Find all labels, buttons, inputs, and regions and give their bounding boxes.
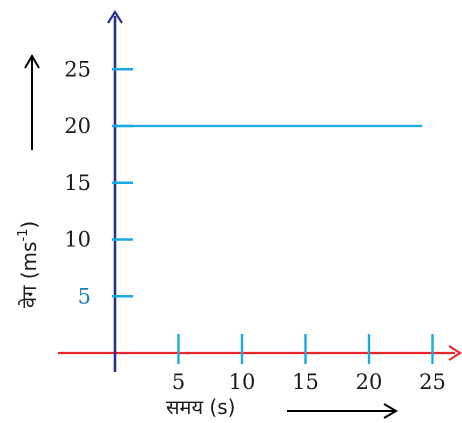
axes [58,9,462,372]
x-tick-label-5: 5 [172,370,185,394]
x-tick-label-15: 15 [292,370,319,394]
y-tick-label-10: 10 [64,228,91,252]
direction-arrows [24,54,398,419]
x-tick-label-25: 25 [419,370,446,394]
x-direction-arrow-head [383,403,398,419]
tick-labels: 5 10 15 20 25 5 10 15 20 25 [64,57,446,394]
ticks [112,68,434,364]
y-tick-label-15: 15 [64,171,91,195]
y-tick-label-20: 20 [64,114,91,138]
x-axis-title: समय (s) [166,395,235,419]
y-tick-label-5: 5 [78,284,91,308]
axis-titles: समय (s) वेग (ms-1) [16,221,235,419]
y-axis-arrowhead [107,9,123,24]
x-axis-arrowhead [448,345,462,361]
y-axis-title: वेग (ms-1) [16,221,41,308]
y-axis-title-main: वेग (ms [17,242,41,308]
y-axis-title-superscript: -1 [16,229,31,242]
x-tick-label-10: 10 [229,370,256,394]
y-tick-label-25: 25 [64,57,91,81]
x-tick-label-20: 20 [356,370,383,394]
y-direction-arrow-head [24,54,40,69]
y-axis-title-close: ) [17,221,41,229]
